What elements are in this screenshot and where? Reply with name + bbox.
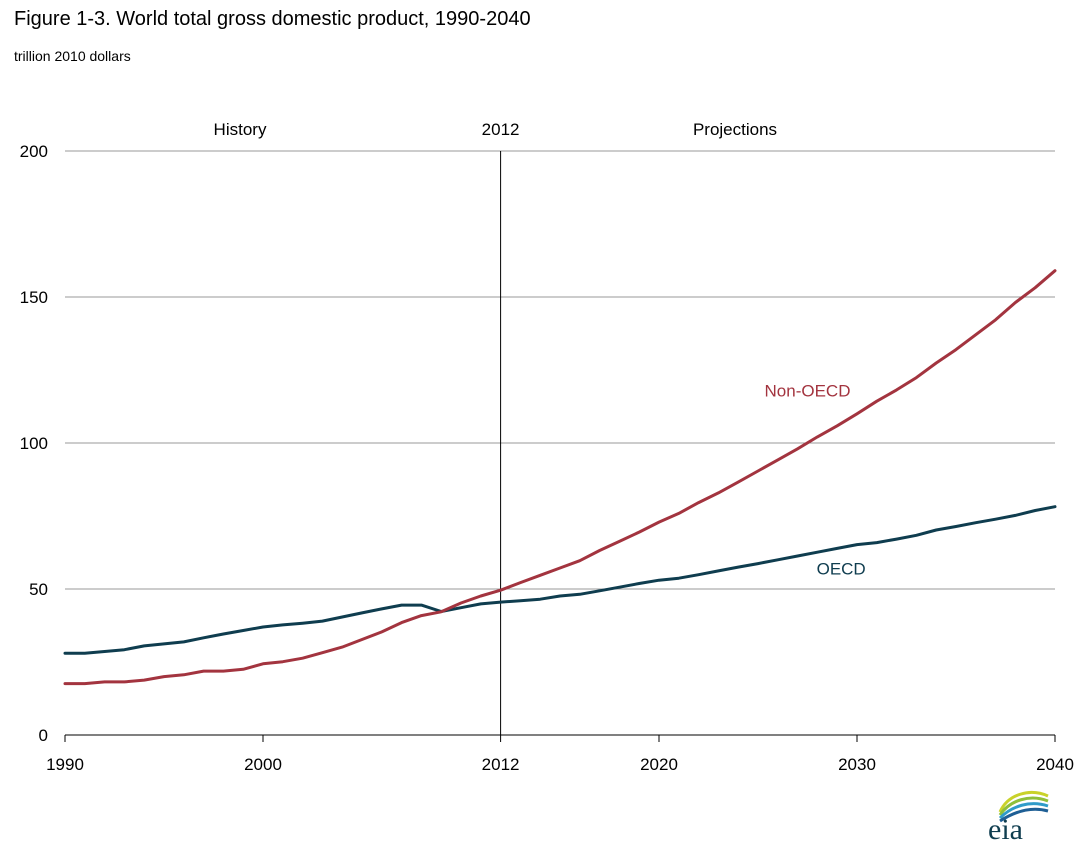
chart-title: Figure 1-3. World total gross domestic p… [14, 8, 531, 30]
divider-label: 2012 [482, 120, 520, 139]
series-label-oecd: OECD [817, 559, 866, 578]
series-line-oecd [63, 505, 1057, 655]
x-tick-label: 2020 [640, 755, 678, 774]
history-label: History [214, 120, 267, 139]
x-tick-label: 2000 [244, 755, 282, 774]
series-label-non-oecd: Non-OECD [765, 381, 851, 400]
grid-lines [65, 150, 1055, 590]
projections-label: Projections [693, 120, 777, 139]
y-tick-label: 150 [20, 288, 48, 307]
y-tick-label: 50 [29, 580, 48, 599]
x-tick-label: 2040 [1036, 755, 1074, 774]
chart-subtitle: trillion 2010 dollars [14, 48, 131, 64]
y-tick-label: 100 [20, 434, 48, 453]
eia-logo: eia [988, 791, 1049, 842]
eia-logo-text: eia [988, 813, 1023, 842]
series-line-non-oecd [63, 269, 1057, 686]
series-lines [63, 269, 1057, 686]
x-tick-label: 2012 [482, 755, 520, 774]
x-tick-label: 1990 [46, 755, 84, 774]
chart-labels: 0 50 100 150 200 1990 2000 2012 2020 2030 2040 2012… [20, 120, 1074, 774]
y-tick-label: 0 [39, 726, 48, 745]
axes [64, 151, 1056, 742]
y-tick-label: 200 [20, 142, 48, 161]
x-tick-label: 2030 [838, 755, 876, 774]
